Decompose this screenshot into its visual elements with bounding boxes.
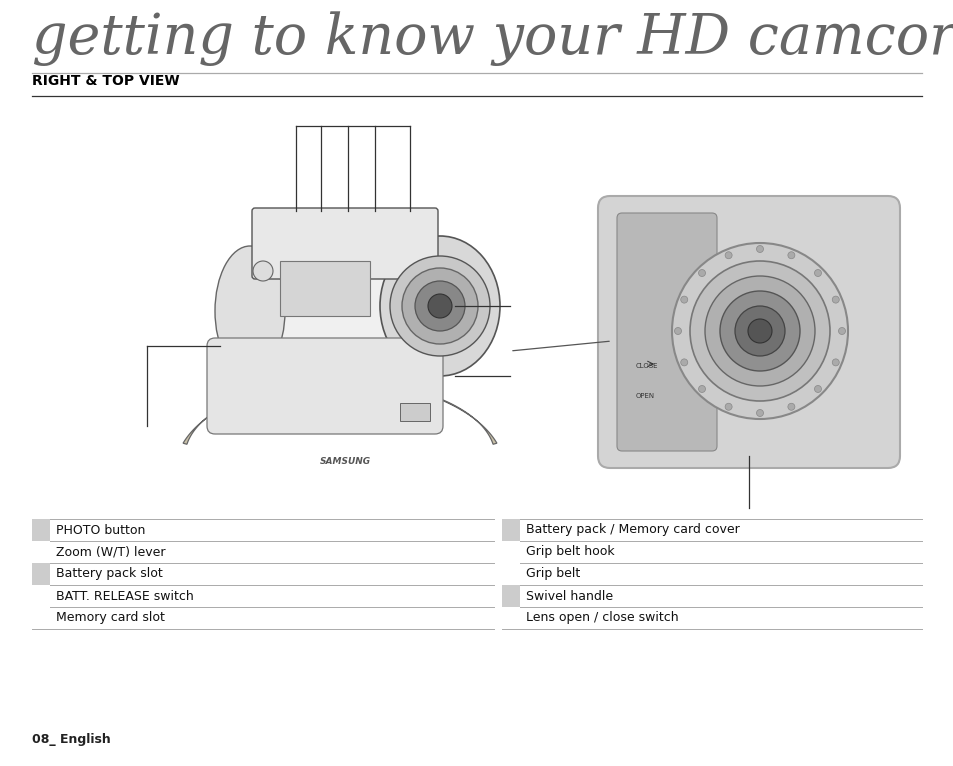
Text: SAMSUNG: SAMSUNG bbox=[319, 457, 370, 466]
Bar bbox=[399, 403, 430, 421]
FancyBboxPatch shape bbox=[598, 196, 899, 468]
Text: Battery pack / Memory card cover: Battery pack / Memory card cover bbox=[525, 523, 739, 536]
Circle shape bbox=[756, 410, 762, 417]
Circle shape bbox=[787, 252, 794, 259]
Circle shape bbox=[831, 296, 839, 303]
Circle shape bbox=[674, 328, 680, 335]
Circle shape bbox=[704, 276, 814, 386]
Ellipse shape bbox=[379, 236, 499, 376]
Text: Battery pack slot: Battery pack slot bbox=[56, 568, 163, 581]
Text: Lens open / close switch: Lens open / close switch bbox=[525, 611, 678, 624]
Bar bbox=[280, 261, 370, 316]
Circle shape bbox=[253, 261, 273, 281]
Text: Grip belt hook: Grip belt hook bbox=[525, 545, 614, 558]
Bar bbox=[32, 585, 50, 607]
Circle shape bbox=[671, 243, 847, 419]
Text: getting to know your HD camcorder: getting to know your HD camcorder bbox=[32, 11, 953, 66]
Circle shape bbox=[401, 268, 477, 344]
Text: Grip belt: Grip belt bbox=[525, 568, 579, 581]
Text: CLOSE: CLOSE bbox=[636, 363, 658, 369]
Circle shape bbox=[747, 319, 771, 343]
Text: Memory card slot: Memory card slot bbox=[56, 611, 165, 624]
Polygon shape bbox=[183, 381, 497, 444]
Circle shape bbox=[756, 245, 762, 253]
Ellipse shape bbox=[214, 246, 285, 376]
Circle shape bbox=[680, 296, 687, 303]
Text: BATT. RELEASE switch: BATT. RELEASE switch bbox=[56, 590, 193, 603]
Circle shape bbox=[814, 385, 821, 392]
Circle shape bbox=[698, 270, 705, 277]
Bar bbox=[501, 585, 519, 607]
Circle shape bbox=[698, 385, 705, 392]
Text: RIGHT & TOP VIEW: RIGHT & TOP VIEW bbox=[32, 74, 179, 88]
FancyBboxPatch shape bbox=[617, 213, 717, 451]
FancyBboxPatch shape bbox=[252, 208, 437, 279]
Bar bbox=[501, 607, 519, 629]
Circle shape bbox=[787, 403, 794, 411]
Bar bbox=[32, 519, 50, 541]
Circle shape bbox=[680, 359, 687, 366]
Bar bbox=[501, 541, 519, 563]
Bar bbox=[32, 541, 50, 563]
Bar bbox=[501, 563, 519, 585]
Ellipse shape bbox=[220, 231, 470, 391]
Text: 08_ English: 08_ English bbox=[32, 733, 111, 746]
Text: Swivel handle: Swivel handle bbox=[525, 590, 613, 603]
Circle shape bbox=[415, 281, 464, 331]
Text: PHOTO button: PHOTO button bbox=[56, 523, 145, 536]
Circle shape bbox=[838, 328, 844, 335]
Bar bbox=[32, 563, 50, 585]
Circle shape bbox=[689, 261, 829, 401]
Circle shape bbox=[724, 403, 731, 411]
FancyBboxPatch shape bbox=[207, 338, 442, 434]
Circle shape bbox=[831, 359, 839, 366]
Circle shape bbox=[724, 252, 731, 259]
Text: Zoom (W/T) lever: Zoom (W/T) lever bbox=[56, 545, 165, 558]
Circle shape bbox=[734, 306, 784, 356]
Circle shape bbox=[814, 270, 821, 277]
Circle shape bbox=[428, 294, 452, 318]
Circle shape bbox=[390, 256, 490, 356]
Text: OPEN: OPEN bbox=[636, 393, 655, 399]
Bar bbox=[501, 519, 519, 541]
Bar bbox=[32, 607, 50, 629]
Circle shape bbox=[720, 291, 800, 371]
